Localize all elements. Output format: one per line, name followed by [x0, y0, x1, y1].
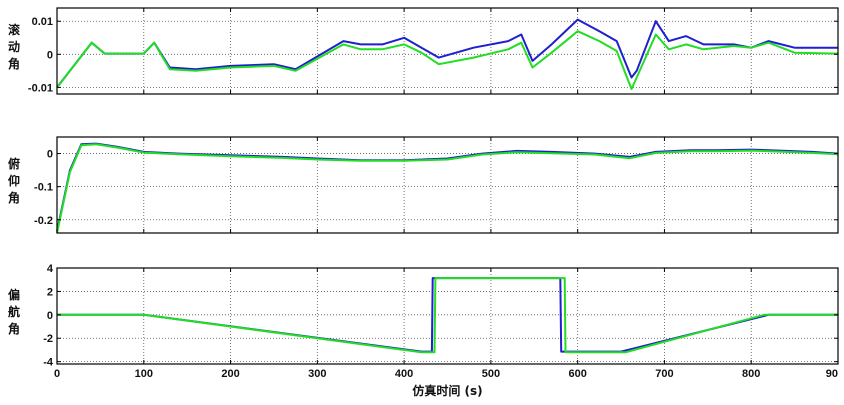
x-tick-label: 100 [135, 368, 153, 380]
y-tick-label: 0 [47, 310, 53, 322]
x-tick-label: 800 [742, 368, 760, 380]
y-tick-label: -2 [43, 333, 53, 345]
axes-frame [56, 267, 839, 365]
y-axis-label: 滚动角 [8, 22, 21, 71]
plot-area [57, 8, 838, 94]
axes-frame [56, 136, 839, 234]
y-tick-label: 2 [47, 286, 53, 298]
series-line-2 [56, 30, 839, 90]
subplot-1: -0.01 0 0.01 滚动角 [8, 7, 839, 95]
y-tick-label: 0.01 [32, 16, 53, 28]
y-tick-label: -0.2 [34, 215, 53, 227]
x-tick-label: 200 [221, 368, 239, 380]
x-tick-label: 600 [568, 368, 586, 380]
x-tick-label: 0 [54, 368, 60, 380]
axes-frame [56, 7, 839, 95]
y-axis-label: 俯仰角 [8, 156, 20, 205]
y-tick-label: 0 [47, 149, 53, 161]
x-tick-label: 400 [395, 368, 413, 380]
x-tick-label: 90 [826, 368, 838, 380]
subplot-3: 0 100 200 300 400 500 600 700 800 90 -4 -2 0 2 4 偏航角仿真时… [8, 263, 839, 398]
y-tick-label: 0 [47, 49, 53, 61]
series-line-1 [56, 18, 838, 89]
x-tick-label: 700 [655, 368, 673, 380]
series-line-2 [56, 143, 839, 234]
plot-area [57, 268, 838, 364]
x-tick-label: 500 [482, 368, 500, 380]
x-tick-label: 300 [308, 368, 326, 380]
y-axis-label: 偏航角 [8, 287, 20, 336]
y-tick-label: -4 [43, 357, 54, 369]
y-tick-label: -0.1 [34, 182, 53, 194]
y-tick-label: -0.01 [28, 82, 53, 94]
subplot-2: -0.2 -0.1 0 俯仰角 [8, 136, 839, 234]
series-line-2 [57, 277, 838, 354]
x-axis-label: 仿真时间 (s) [412, 383, 482, 398]
y-tick-label: 4 [47, 263, 54, 275]
